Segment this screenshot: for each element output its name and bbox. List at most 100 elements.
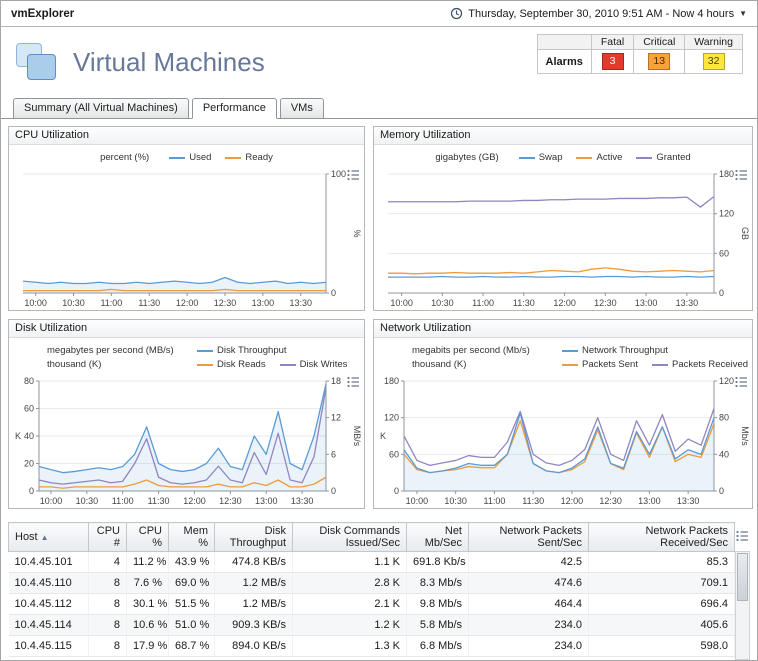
fatal-alarm-count[interactable]: 3 [601,53,624,70]
column-header-label: Disk Commands Issued/Sec [319,525,400,549]
svg-text:60: 60 [719,248,729,258]
svg-text:12:30: 12:30 [214,298,237,308]
chart-canvas: 0 60 120 180 GB 10:00 10:30 11:00 11:30 12:00 12:3… [388,169,750,308]
cpu-utilization-panel: CPU Utilization percent (%) Used Ready 0 10… [8,126,365,311]
svg-text:12: 12 [331,413,341,423]
table-cell: 709.1 [588,572,735,594]
column-header-label: Disk Throughput [229,525,286,549]
svg-text:12:30: 12:30 [599,496,622,506]
svg-text:12:00: 12:00 [561,496,584,506]
vm-icon-front-square [27,54,56,80]
table-cell: 11.2 % [126,551,169,573]
chart-legend: percent (%) Used Ready [9,145,364,166]
column-header-network-packets-received-sec[interactable]: Network Packets Received/Sec [588,522,735,552]
memory-utilization-chart[interactable]: 0 60 120 180 GB 10:00 10:30 11:00 11:30 12:00 12:3… [374,166,752,310]
column-header-cpu[interactable]: CPU % [126,522,169,552]
column-header-host[interactable]: Host ▲ [8,522,89,552]
legend-unit-label: percent (%) [100,152,150,163]
table-vertical-scrollbar[interactable] [735,551,750,660]
svg-text:60: 60 [24,404,34,414]
svg-text:10:30: 10:30 [76,496,99,506]
svg-text:10:00: 10:00 [390,298,413,308]
title-bar: Virtual Machines Fatal Critical Warning … [1,27,757,97]
scrollbar-thumb[interactable] [737,553,748,601]
sort-ascending-icon: ▲ [40,533,49,542]
table-row[interactable]: 10.4.45.110 8 7.6 % 69.0 % 1.2 MB/s 2.8 K 8.3 … [8,572,735,594]
tab-performance[interactable]: Performance [191,98,277,119]
table-cell: 696.4 [588,593,735,615]
table-cell: 51.5 % [168,593,215,615]
table-cell: 1.3 K [292,635,407,657]
column-header-label: Net Mb/Sec [424,525,462,549]
column-header-label: CPU % [138,525,162,549]
legend-unit-label: thousand (K) [47,359,102,370]
tab-summary-all-virtual-machines[interactable]: Summary (All Virtual Machines) [13,98,189,119]
table-cell: 9.8 Mb/s [406,593,469,615]
svg-text:11:00: 11:00 [483,496,505,506]
network-utilization-chart[interactable]: 0 60 120 180 K 0 40 80 120 Mb/s 10:00 10:30 11:00 11:… [374,373,752,508]
tab-bar: Summary (All Virtual Machines) Performanc… [1,97,757,119]
warning-alarm-count[interactable]: 32 [702,53,725,70]
table-cell: 51.0 % [168,614,215,636]
table-cell: 69.0 % [168,572,215,594]
cpu-utilization-chart[interactable]: 0 100% 10:00 10:30 11:00 11:30 12:00 12:30 13:00… [9,166,364,310]
svg-text:K: K [15,431,21,441]
disk-utilization-chart[interactable]: 0 20 40 60 80 K 0 6 12 18 MB/s 10:00 10:30 11:00 11:30… [9,373,364,508]
svg-text:11:30: 11:30 [513,298,535,308]
svg-text:13:30: 13:30 [291,496,314,506]
table-cell: 474.8 KB/s [214,551,293,573]
chart-menu-icon[interactable] [347,376,360,388]
alarms-corner-cell [536,34,592,50]
column-header-label: Mem % [183,525,208,549]
legend-unit-label: gigabytes (GB) [435,152,499,163]
legend-unit-label: thousand (K) [412,359,467,370]
column-header-cpu[interactable]: CPU # [88,522,127,552]
svg-text:Mb/s: Mb/s [740,426,750,446]
chart-menu-icon[interactable] [347,169,360,181]
table-cell: 85.3 [588,551,735,573]
svg-text:100: 100 [331,169,346,179]
table-cell: 464.4 [468,593,589,615]
legend-item: Used [169,151,211,165]
table-menu-icon[interactable] [736,530,749,542]
column-header-disk-commands-issued-sec[interactable]: Disk Commands Issued/Sec [292,522,407,552]
chart-legend-row: percent (%) Used Ready [13,151,360,165]
chart-menu-icon[interactable] [735,376,748,388]
time-range-clock-icon [451,7,463,20]
legend-item: Packets Sent [562,358,638,372]
chart-legend-row: gigabytes (GB) Swap Active Granted [378,151,748,165]
legend-swatch-icon [636,157,653,159]
table-cell: 8 [88,635,127,657]
svg-text:13:00: 13:00 [255,496,278,506]
legend-item: Packets Received [651,358,748,372]
chart-menu-icon[interactable] [735,169,748,181]
table-cell: 17.9 % [126,635,169,657]
disk-utilization-panel: Disk Utilization megabytes per second (M… [8,319,365,509]
svg-text:11:00: 11:00 [472,298,494,308]
alarms-col-fatal: Fatal [590,34,635,50]
table-row[interactable]: 10.4.45.112 8 30.1 % 51.5 % 1.2 MB/s 2.1 K 9.8… [8,593,735,615]
legend-item: Network Throughput [562,344,668,358]
tab-vms[interactable]: VMs [279,98,324,119]
svg-text:13:00: 13:00 [635,298,658,308]
svg-text:K: K [380,431,386,441]
column-header-network-packets-sent-sec[interactable]: Network Packets Sent/Sec [468,522,589,552]
charts-grid: CPU Utilization percent (%) Used Ready 0 10… [8,126,754,509]
content-area: CPU Utilization percent (%) Used Ready 0 10… [1,119,757,660]
legend-swatch-icon [197,364,213,366]
legend-item: Granted [636,151,691,165]
host-cell: 10.4.45.114 [8,614,89,636]
legend-swatch-icon [197,350,213,352]
column-header-disk-throughput[interactable]: Disk Throughput [214,522,293,552]
time-range-selector[interactable]: Thursday, September 30, 2010 9:51 AM - N… [450,7,747,20]
column-header-net-mb-sec[interactable]: Net Mb/Sec [406,522,469,552]
column-header-mem[interactable]: Mem % [168,522,215,552]
legend-swatch-icon [169,157,186,159]
critical-alarm-count[interactable]: 13 [648,53,671,70]
svg-text:11:30: 11:30 [522,496,544,506]
legend-swatch-icon [518,157,535,159]
svg-text:11:30: 11:30 [148,496,170,506]
